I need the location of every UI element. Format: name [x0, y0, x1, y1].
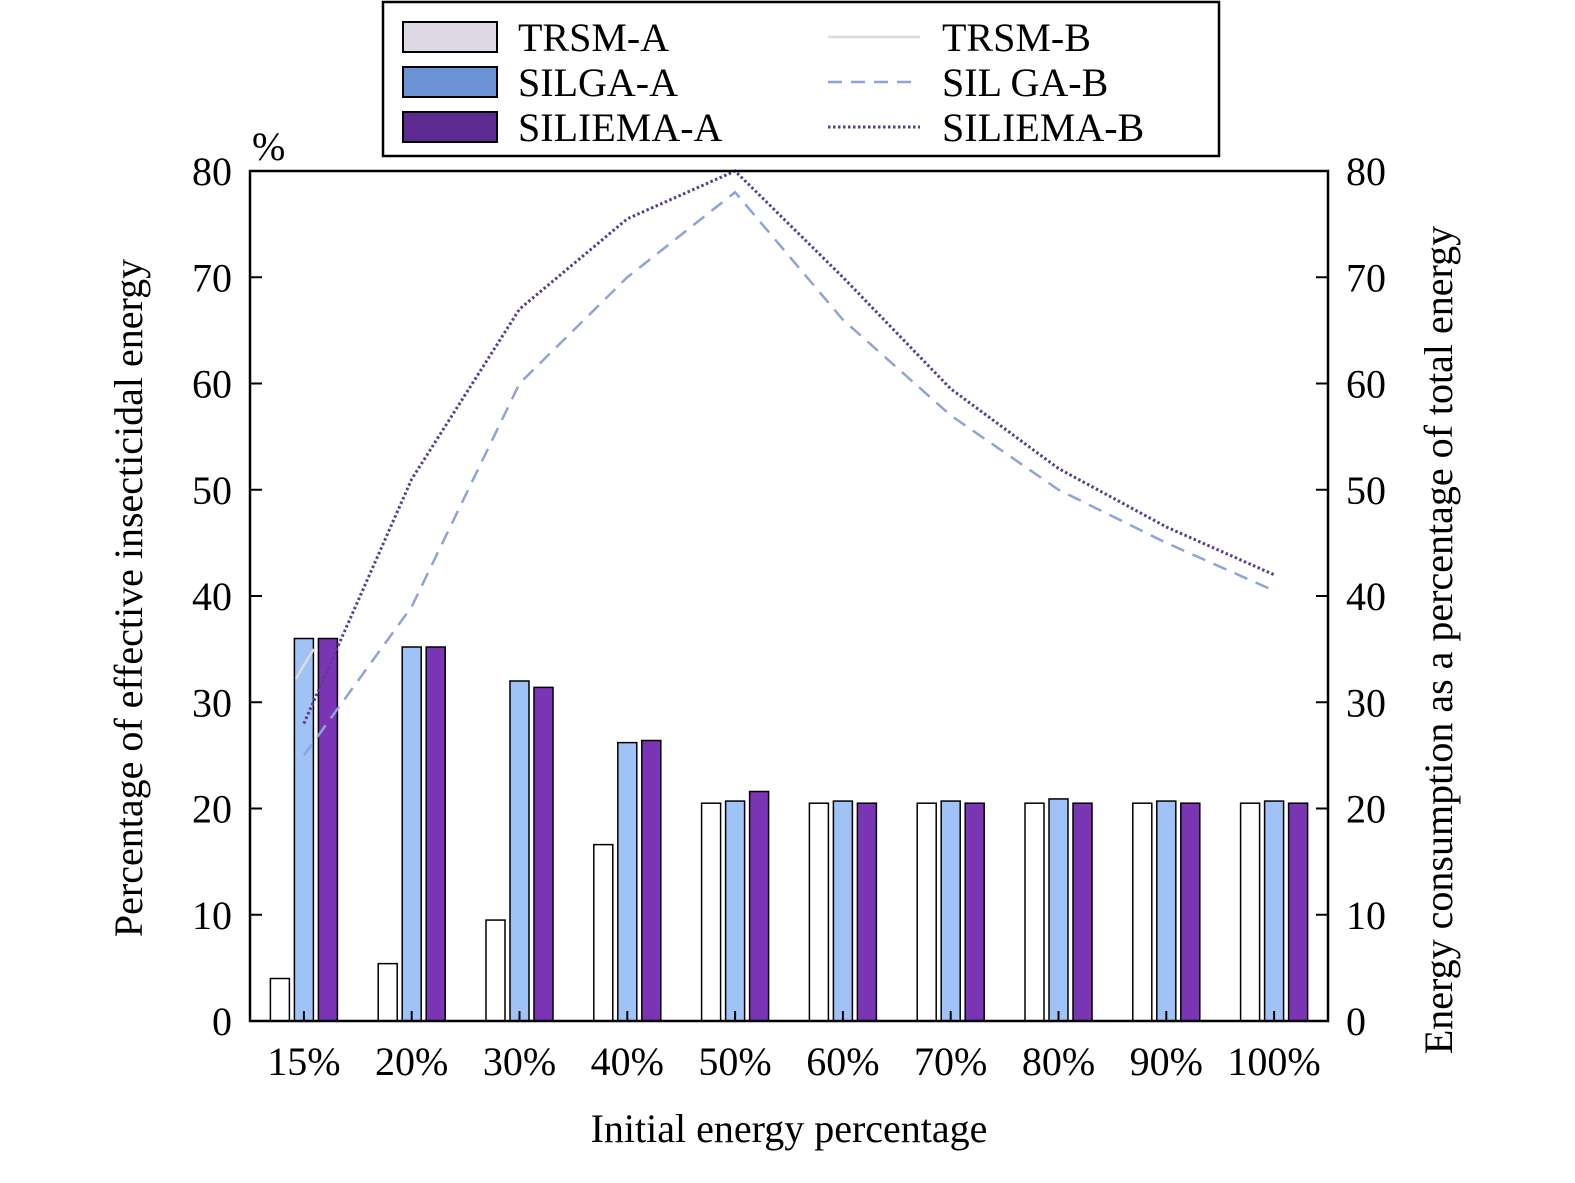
y-tick-label: 30: [192, 680, 232, 725]
y2-tick-label: 50: [1346, 468, 1386, 513]
bar-silga-a-1: [293, 637, 315, 1022]
bar-siliema-a-3: [533, 686, 554, 1022]
legend-label-silga-a: SILGA-A: [518, 60, 678, 105]
bar-siliema-a-2: [425, 646, 446, 1022]
bar-trsm-a-7: [916, 802, 937, 1022]
line-silga-b: [302, 190, 1275, 757]
bar-siliema-a-8: [1072, 802, 1093, 1022]
y-tick-label: 70: [192, 255, 232, 300]
bar-siliema-a-7: [964, 802, 985, 1022]
y-tick-label: 0: [212, 999, 232, 1044]
legend-swatch-silga-a: [402, 66, 498, 98]
y-tick-label: 80: [192, 149, 232, 194]
bar-siliema-a-9: [1180, 802, 1201, 1022]
x-tick-label: 100%: [1227, 1039, 1320, 1084]
bar-silga-a-8: [1048, 798, 1069, 1022]
bar-siliema-a-1: [317, 637, 339, 1022]
legend-label-trsm-a: TRSM-A: [518, 15, 669, 60]
bar-trsm-a-4: [593, 843, 614, 1022]
x-tick-label: 60%: [806, 1039, 879, 1084]
legend-frame: [381, 0, 1221, 158]
x-tick-label: 50%: [698, 1039, 771, 1084]
y2-tick-label: 0: [1346, 999, 1366, 1044]
bar-silga-a-10: [1263, 800, 1285, 1022]
x-tick-label: 20%: [375, 1039, 448, 1084]
y2-tick-label: 10: [1346, 893, 1386, 938]
y2-tick-label: 80: [1346, 149, 1386, 194]
bar-trsm-a-8: [1024, 802, 1045, 1022]
lines-layer: [294, 169, 1275, 757]
bar-trsm-a-2: [377, 962, 398, 1022]
y-tick-label: 20: [192, 787, 232, 832]
bar-silga-a-7: [940, 800, 961, 1022]
bar-siliema-a-6: [856, 802, 878, 1022]
bar-silga-a-5: [724, 800, 746, 1022]
y-tick-label: 10: [192, 893, 232, 938]
line-trsm-b: [294, 648, 315, 680]
bar-trsm-a-6: [808, 802, 830, 1022]
bar-silga-a-2: [401, 646, 422, 1022]
x-tick-label: 15%: [267, 1039, 340, 1084]
bar-silga-a-6: [832, 800, 854, 1022]
y-tick-label: 40: [192, 574, 232, 619]
y-axis-title: Percentage of effective insecticidal ene…: [106, 259, 151, 937]
legend-swatch-siliema-a: [402, 111, 498, 143]
right-axis: 0 10 20 30 40 50 60 70 80: [1316, 149, 1386, 1044]
x-tick-label: 80%: [1022, 1039, 1095, 1084]
legend-swatch-trsm-a: [402, 21, 498, 53]
legend-label-siliema-b: SILIEMA-B: [942, 105, 1144, 150]
legend-label-trsm-b: TRSM-B: [942, 15, 1091, 60]
legend-label-siliema-a: SILIEMA-A: [518, 105, 723, 150]
bar-trsm-a-9: [1132, 802, 1153, 1022]
bar-silga-a-3: [509, 680, 530, 1022]
y2-axis-title: Energy consumption as a percentage of to…: [1416, 226, 1461, 1054]
x-axis-title: Initial energy percentage: [591, 1106, 988, 1151]
y2-tick-label: 40: [1346, 574, 1386, 619]
y2-tick-label: 70: [1346, 255, 1386, 300]
x-axis: 15% 20% 30% 40% 50% 60% 70% 80% 90% 100%: [267, 1011, 1321, 1084]
bar-siliema-a-10: [1287, 802, 1309, 1022]
bar-siliema-a-4: [641, 739, 662, 1022]
bars-layer: [269, 637, 1309, 1022]
bar-silga-a-4: [617, 741, 638, 1022]
line-siliema-b: [302, 169, 1275, 725]
y-axis-unit: %: [252, 124, 285, 169]
bar-silga-a-9: [1156, 800, 1177, 1022]
x-tick-label: 70%: [914, 1039, 987, 1084]
bar-trsm-a-1: [269, 977, 291, 1022]
bar-siliema-a-5: [748, 790, 770, 1022]
legend-label-silga-b: SIL GA-B: [942, 60, 1108, 105]
left-axis: 0 10 20 30 40 50 60 70 80: [192, 149, 262, 1044]
x-tick-label: 40%: [591, 1039, 664, 1084]
y2-tick-label: 20: [1346, 787, 1386, 832]
bar-trsm-a-3: [485, 919, 506, 1022]
bar-trsm-a-5: [700, 802, 722, 1022]
y2-tick-label: 30: [1346, 680, 1386, 725]
y-tick-label: 50: [192, 468, 232, 513]
x-tick-label: 30%: [483, 1039, 556, 1084]
y2-tick-label: 60: [1346, 362, 1386, 407]
y-tick-label: 60: [192, 362, 232, 407]
bar-trsm-a-10: [1239, 802, 1261, 1022]
x-tick-label: 90%: [1130, 1039, 1203, 1084]
